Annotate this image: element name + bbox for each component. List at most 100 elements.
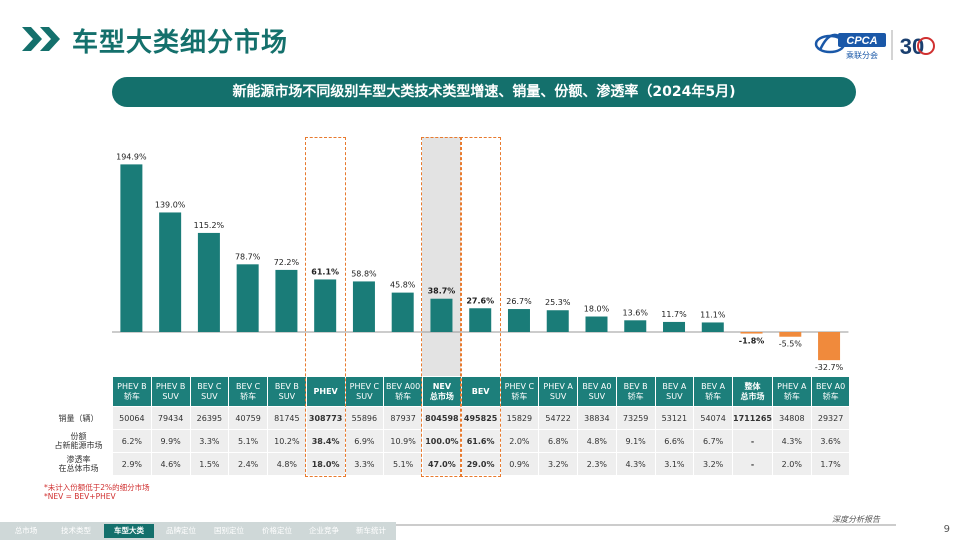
table-cell: 2.0% bbox=[499, 429, 540, 453]
footnote-share: *未计入份额低于2%的细分市场 bbox=[44, 483, 150, 492]
table-cell: 5.1% bbox=[228, 429, 268, 453]
bar bbox=[197, 232, 220, 332]
column-header: PHEV B SUV bbox=[150, 376, 191, 407]
data-label: 78.7% bbox=[235, 252, 261, 261]
logo-text: CPCA bbox=[846, 35, 877, 47]
table-row: 份额 占新能源市场 6.2% 9.9% 3.3% 5.1% 10.2% 38.4% 6.9% 10… bbox=[44, 429, 851, 453]
table-cell: 3.1% bbox=[654, 452, 695, 476]
table-cell: 308773 bbox=[305, 406, 346, 430]
column-header: 整体 总市场 bbox=[732, 376, 773, 407]
column-header: BEV B 轿车 bbox=[615, 376, 656, 407]
table-cell: 4.8% bbox=[577, 429, 617, 453]
column-header: BEV A 轿车 bbox=[693, 376, 733, 407]
nav-tab[interactable]: 国别定位 bbox=[214, 526, 244, 535]
data-label: 27.6% bbox=[466, 296, 494, 305]
bar bbox=[120, 164, 143, 332]
table-cell: 9.1% bbox=[615, 429, 656, 453]
data-label: 72.2% bbox=[274, 258, 300, 267]
table-cell: 6.8% bbox=[538, 429, 578, 453]
column-header: PHEV A 轿车 bbox=[771, 376, 812, 407]
table-cell: 2.4% bbox=[228, 452, 268, 476]
nav-tab[interactable]: 新车统计 bbox=[356, 526, 386, 535]
table-cell: 54074 bbox=[693, 406, 733, 430]
column-header: BEV C SUV bbox=[189, 376, 230, 407]
table-cell: 55896 bbox=[344, 406, 385, 430]
column-header: BEV bbox=[460, 376, 501, 407]
table-cell: 4.3% bbox=[771, 429, 812, 453]
data-label: -32.7% bbox=[815, 363, 844, 372]
table-cell: 73259 bbox=[615, 406, 656, 430]
table-cell: - bbox=[732, 429, 773, 453]
bar bbox=[663, 321, 686, 332]
page-number: 9 bbox=[943, 524, 950, 535]
table-cell: 3.6% bbox=[810, 429, 851, 453]
table-cell: 1.7% bbox=[810, 452, 851, 476]
table-cell: 2.9% bbox=[112, 452, 152, 476]
table-cell: 54722 bbox=[538, 406, 578, 430]
nav-tab[interactable]: 企业竞争 bbox=[309, 526, 339, 535]
data-label: 61.1% bbox=[311, 267, 339, 276]
chevron-right-icon bbox=[22, 27, 42, 51]
table-cell: 804598 bbox=[422, 406, 462, 430]
table-cell: 29327 bbox=[810, 406, 851, 430]
bar bbox=[275, 269, 298, 332]
logo-anniversary: 30 bbox=[900, 34, 924, 59]
logo-subtitle: 乘联分会 bbox=[846, 50, 878, 60]
row-label: 渗透率 在总体市场 bbox=[44, 452, 113, 476]
table-cell: 38834 bbox=[577, 406, 617, 430]
column-header: PHEV bbox=[305, 376, 346, 407]
table-cell: 81745 bbox=[267, 406, 307, 430]
table-cell: 6.2% bbox=[112, 429, 152, 453]
footer-label: 深度分析报告 bbox=[832, 515, 880, 524]
column-header: BEV A SUV bbox=[654, 376, 695, 407]
table-cell: 0.9% bbox=[499, 452, 540, 476]
table-cell: 3.2% bbox=[693, 452, 733, 476]
table-cell: 87937 bbox=[383, 406, 423, 430]
nav-tab[interactable]: 总市场 bbox=[14, 526, 38, 535]
data-label: 11.1% bbox=[700, 310, 726, 319]
table-cell: 6.6% bbox=[654, 429, 695, 453]
data-label: 139.0% bbox=[155, 200, 186, 209]
table-cell: 3.3% bbox=[189, 429, 230, 453]
table-cell: 4.6% bbox=[150, 452, 191, 476]
table-cell: 79434 bbox=[150, 406, 191, 430]
data-label: -5.5% bbox=[779, 340, 803, 349]
column-header: BEV A0 轿车 bbox=[810, 376, 851, 407]
data-label: 45.8% bbox=[390, 281, 416, 290]
bar bbox=[469, 308, 492, 332]
column-header: BEV C 轿车 bbox=[228, 376, 268, 407]
nav-tab[interactable]: 价格定位 bbox=[262, 526, 292, 535]
nav-tab[interactable]: 技术类型 bbox=[61, 526, 91, 535]
table-cell: 6.7% bbox=[693, 429, 733, 453]
data-label: 58.8% bbox=[351, 269, 377, 278]
page-title: 车型大类细分市场 bbox=[72, 28, 289, 58]
column-header: PHEV C 轿车 bbox=[499, 376, 540, 407]
table-cell: 50064 bbox=[112, 406, 152, 430]
table-cell: 4.3% bbox=[615, 452, 656, 476]
table-cell: 10.2% bbox=[267, 429, 307, 453]
column-header: BEV A0 SUV bbox=[577, 376, 617, 407]
column-header: NEV 总市场 bbox=[422, 376, 462, 407]
table-cell: 10.9% bbox=[383, 429, 423, 453]
data-label: 25.3% bbox=[545, 298, 571, 307]
bar bbox=[624, 320, 647, 332]
bar bbox=[430, 298, 453, 332]
row-label: 份额 占新能源市场 bbox=[44, 429, 113, 453]
nav-tab[interactable]: 车型大类 bbox=[104, 524, 154, 538]
table-cell: 5.1% bbox=[383, 452, 423, 476]
data-table: PHEV B 轿车 PHEV B SUV BEV C SUV BEV C 轿车 BEV B SUV… bbox=[44, 376, 851, 476]
table-cell: 1.5% bbox=[189, 452, 230, 476]
bar bbox=[391, 292, 414, 332]
column-header: PHEV B 轿车 bbox=[112, 376, 152, 407]
table-row: 销量（辆） 50064 79434 26395 40759 81745 308773 5589… bbox=[44, 406, 851, 430]
table-cell: 38.4% bbox=[305, 429, 346, 453]
table-cell: 53121 bbox=[654, 406, 695, 430]
nav-tab[interactable]: 品牌定位 bbox=[166, 526, 196, 535]
table-cell: 40759 bbox=[228, 406, 268, 430]
bar bbox=[159, 212, 182, 332]
column-header: BEV B SUV bbox=[267, 376, 307, 407]
data-label: 38.7% bbox=[428, 287, 456, 296]
bottom-bar bbox=[0, 522, 960, 540]
table-cell: 2.0% bbox=[771, 452, 812, 476]
row-label: 销量（辆） bbox=[44, 406, 113, 430]
